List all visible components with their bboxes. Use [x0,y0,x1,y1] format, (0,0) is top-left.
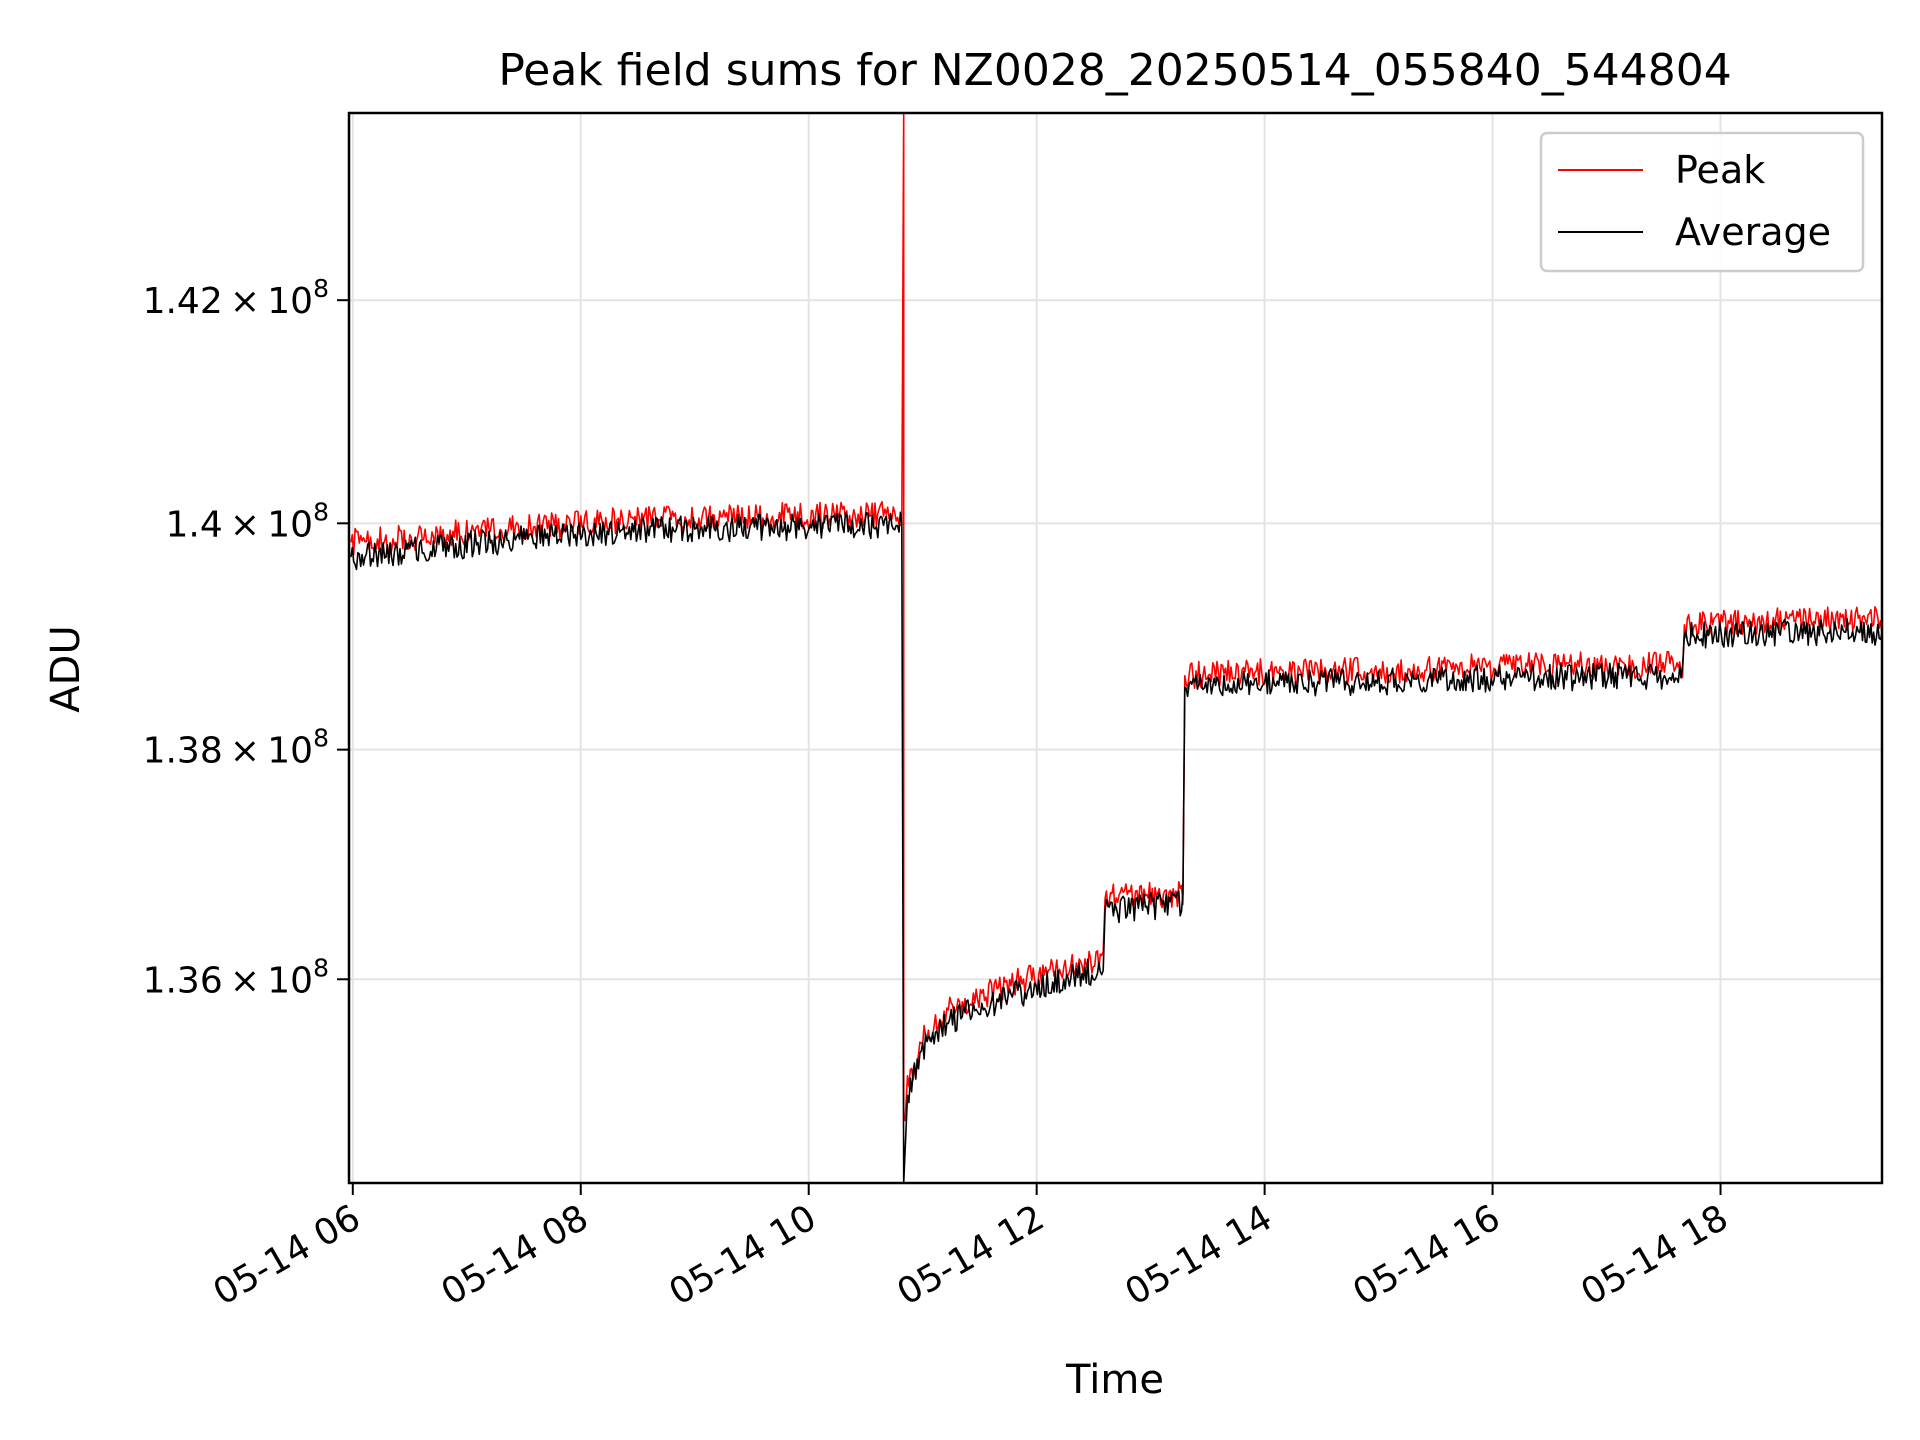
y-tick-label: 1.4 × 108 [165,497,329,545]
y-tick-mantissa: 1.38 [143,731,223,772]
y-tick-exponent: 8 [313,274,329,303]
y-tick-mantissa: 1.4 [165,504,222,545]
y-tick-exponent: 8 [313,953,329,982]
x-axis-label: Time [1065,1357,1164,1403]
grid [349,113,1882,1183]
y-tick-times: × 10 [223,281,313,322]
y-tick-times: × 10 [223,504,313,545]
y-axis-label: ADU [43,625,89,712]
y-tick-label: 1.36 × 108 [143,953,329,1001]
series-line-average [350,511,1882,1183]
legend-box [1539,131,1865,273]
legend-label-peak: Peak [1675,148,1765,192]
y-tick-label: 1.42 × 108 [143,274,329,322]
legend-label-average: Average [1675,210,1831,254]
plot-lines [350,113,1882,1183]
y-tick-mantissa: 1.36 [143,960,223,1001]
y-tick-times: × 10 [223,731,313,772]
y-tick-mantissa: 1.42 [143,281,223,322]
y-tick-exponent: 8 [313,724,329,753]
chart-title: Peak field sums for NZ0028_20250514_0558… [498,45,1731,96]
y-tick-times: × 10 [223,960,313,1001]
plot-frame [347,111,1884,1185]
legend: Peak Average [1539,131,1865,273]
y-tick-label: 1.38 × 108 [143,724,329,772]
y-tick-exponent: 8 [313,497,329,526]
